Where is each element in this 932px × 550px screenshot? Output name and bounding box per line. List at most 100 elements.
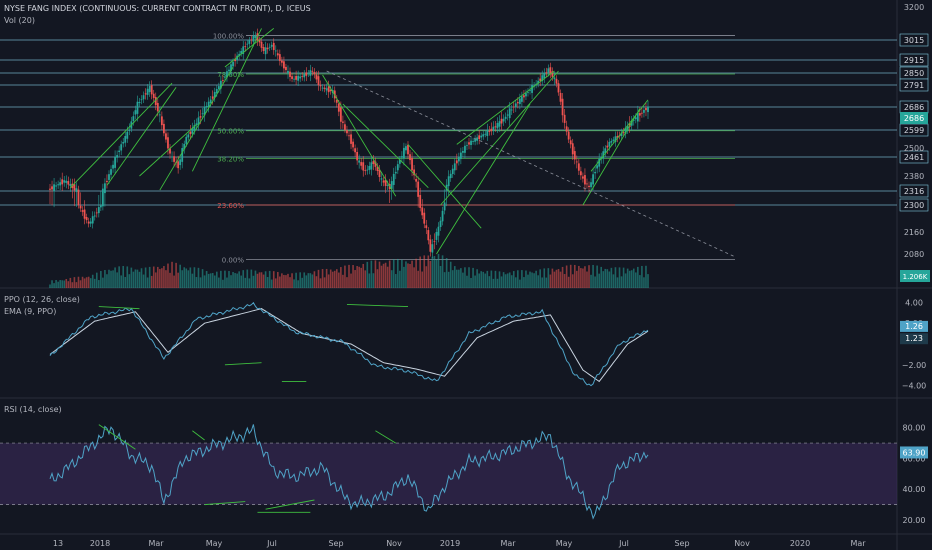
volume-bar [464, 267, 466, 288]
candle-body [433, 240, 436, 242]
candle-body [122, 141, 125, 144]
candle-body [577, 163, 580, 171]
volume-bar [112, 270, 114, 288]
candle-body [382, 180, 385, 183]
volume-bar [150, 275, 153, 288]
price-level-label: 2316 [904, 187, 924, 196]
volume-bar [490, 270, 493, 288]
volume-bar [142, 274, 145, 288]
volume-bar [386, 266, 389, 288]
candle-body [482, 134, 485, 137]
volume-bar [624, 273, 627, 288]
volume-bar [228, 271, 230, 288]
volume-bar [460, 268, 462, 288]
candle-body [547, 68, 550, 73]
candle-body [146, 88, 149, 95]
candle-body [136, 101, 139, 114]
candle-body [640, 112, 643, 114]
candle-body [268, 46, 271, 48]
fib-level-label: 0.00% [222, 257, 245, 265]
volume-bar [401, 259, 403, 288]
symbol-title: NYSE FANG INDEX (CONTINUOUS: CURRENT CON… [4, 4, 311, 13]
volume-bar [563, 274, 566, 288]
volume-bar [236, 273, 238, 288]
candle-body [634, 117, 637, 120]
candle-body [413, 169, 415, 176]
volume-bar [122, 265, 125, 288]
candle-body [132, 116, 135, 121]
volume-bar [425, 266, 428, 288]
volume-bar [421, 271, 424, 288]
candle-body [520, 96, 523, 102]
candle-body [283, 61, 285, 69]
volume-bar [189, 267, 192, 288]
volume-bar [576, 270, 578, 288]
rsi-current-label: 63.90 [903, 448, 926, 457]
candle-body [93, 215, 96, 217]
volume-bar [193, 267, 196, 288]
volume-bar [281, 273, 283, 288]
candle-body [291, 76, 293, 79]
candle-body [183, 143, 186, 150]
candle-body [217, 86, 220, 90]
ema-current-tag [900, 333, 928, 345]
price-level-label: 2599 [904, 126, 924, 135]
volume-bar [65, 278, 68, 288]
candle-body [295, 75, 298, 80]
volume-bar [441, 255, 444, 288]
candle-body [112, 164, 114, 169]
volume-bar [179, 264, 181, 288]
candle-body [494, 126, 497, 128]
candle-body [55, 185, 58, 187]
candle-body [319, 85, 322, 87]
price-level-tag [899, 198, 929, 212]
volume-bar [596, 265, 598, 288]
volume-bar [274, 278, 277, 288]
candle-body [606, 145, 609, 148]
volume-bar [484, 273, 487, 288]
volume-bar [315, 276, 318, 288]
price-level-tag [899, 184, 929, 198]
volume-bar [213, 275, 216, 288]
current-price-tag [900, 112, 928, 124]
volume-bar [335, 269, 338, 288]
rsi-tick-label: 80.00 [903, 424, 926, 433]
volume-bar [49, 284, 51, 288]
volume-bar [291, 273, 293, 288]
volume-bar [445, 258, 448, 288]
x-tick-label: 2020 [790, 539, 810, 548]
volume-bar [433, 256, 436, 288]
candle-body [75, 188, 78, 192]
candle-body [409, 154, 411, 161]
volume-bar [181, 270, 184, 288]
candle-body [569, 140, 572, 145]
volume-bar [242, 270, 245, 288]
candle-body [510, 109, 513, 111]
volume-bar [626, 268, 629, 288]
volume-bar [132, 271, 135, 288]
volume-bar [108, 269, 110, 288]
volume-bar [258, 272, 261, 288]
volume-bar [114, 267, 116, 288]
candle-body [598, 158, 601, 167]
volume-bar [470, 277, 472, 288]
candle-body [193, 125, 196, 131]
price-level-tag [899, 150, 929, 164]
volume-bar [608, 271, 611, 288]
volume-bar [346, 277, 348, 288]
volume-bar [468, 267, 470, 288]
volume-bar [588, 265, 590, 288]
volume-bar [268, 270, 271, 288]
candle-body [116, 155, 119, 158]
x-tick-label: 2018 [90, 539, 110, 548]
volume-bar [356, 266, 358, 288]
volume-bar [354, 270, 356, 288]
ema-label: EMA (9, PPO) [4, 307, 57, 316]
candle-body [468, 142, 470, 145]
candle-body [386, 185, 389, 186]
volume-bar [75, 282, 78, 288]
candle-body [348, 135, 350, 137]
rsi-band [0, 443, 897, 505]
candle-body [232, 61, 234, 67]
